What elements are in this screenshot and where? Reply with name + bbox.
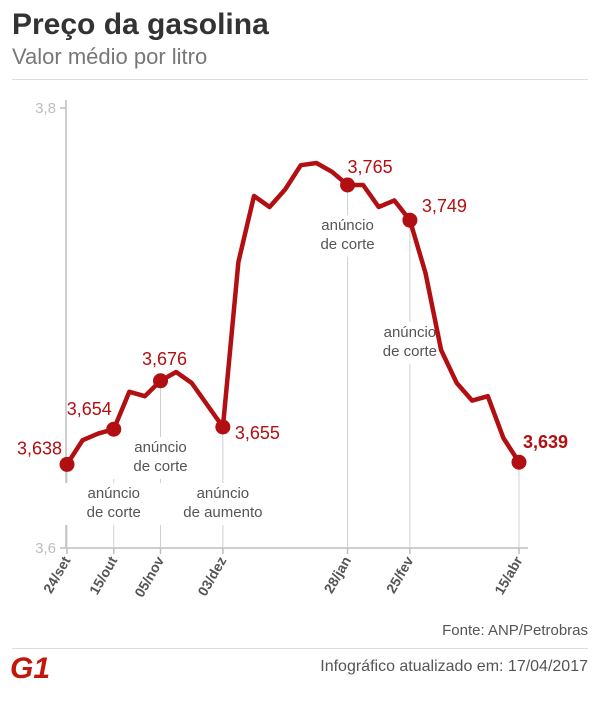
- x-tick-label: 24/set: [40, 553, 74, 596]
- data-point: [340, 177, 356, 193]
- annotation-text: de corte: [87, 504, 141, 521]
- x-tick-label: 05/nov: [131, 553, 167, 600]
- annotation-text: de aumento: [183, 504, 262, 521]
- annotation-text: anúncio: [384, 324, 437, 341]
- data-point: [153, 373, 169, 389]
- x-tick-label: 15/abr: [491, 553, 526, 597]
- top-divider: [12, 79, 588, 80]
- y-tick-label: 3,6: [35, 540, 56, 557]
- source-note: Fonte: ANP/Petrobras: [442, 622, 588, 639]
- annotation-bg: [63, 483, 164, 525]
- line-chart: 3,8 3,6 anúncio de corte anúncio de corte anún…: [17, 100, 568, 600]
- svg-text:G1: G1: [10, 652, 50, 682]
- data-label: 3,765: [348, 157, 393, 177]
- annotation-text: de corte: [133, 458, 187, 475]
- page-title: Preço da gasolina: [12, 8, 269, 41]
- annotation-bg: [110, 437, 211, 479]
- g1-logo: G1: [10, 652, 60, 687]
- data-point: [402, 212, 418, 228]
- annotation-bg: [297, 215, 398, 257]
- annotation-bg: [172, 483, 273, 525]
- x-tick-label: 03/dez: [194, 554, 229, 599]
- y-tick-label: 3,8: [35, 100, 56, 117]
- data-label: 3,654: [67, 399, 112, 419]
- data-label: 3,676: [142, 349, 187, 369]
- price-series-line: [64, 160, 522, 467]
- data-label: 3,655: [235, 423, 280, 443]
- data-label: 3,639: [523, 432, 568, 452]
- data-point: [511, 454, 527, 470]
- annotation-text: anúncio: [87, 485, 140, 502]
- annotation-text: anúncio: [321, 217, 374, 234]
- annotation-text: de corte: [383, 343, 437, 360]
- data-point: [215, 419, 231, 435]
- data-point: [59, 456, 75, 472]
- x-tick-label: 28/jan: [320, 554, 354, 596]
- update-note: Infográfico atualizado em: 17/04/2017: [320, 658, 588, 675]
- annotation-text: de corte: [320, 236, 374, 253]
- annotation-text: anúncio: [197, 485, 250, 502]
- bottom-divider: [12, 648, 588, 649]
- x-tick-label: 25/fev: [383, 553, 417, 596]
- page-subtitle: Valor médio por litro: [12, 44, 208, 69]
- annotation-text: anúncio: [134, 439, 187, 456]
- data-point: [106, 421, 122, 437]
- data-label: 3,638: [17, 438, 62, 458]
- x-tick-label: 15/out: [86, 553, 121, 597]
- data-label: 3,749: [422, 196, 467, 216]
